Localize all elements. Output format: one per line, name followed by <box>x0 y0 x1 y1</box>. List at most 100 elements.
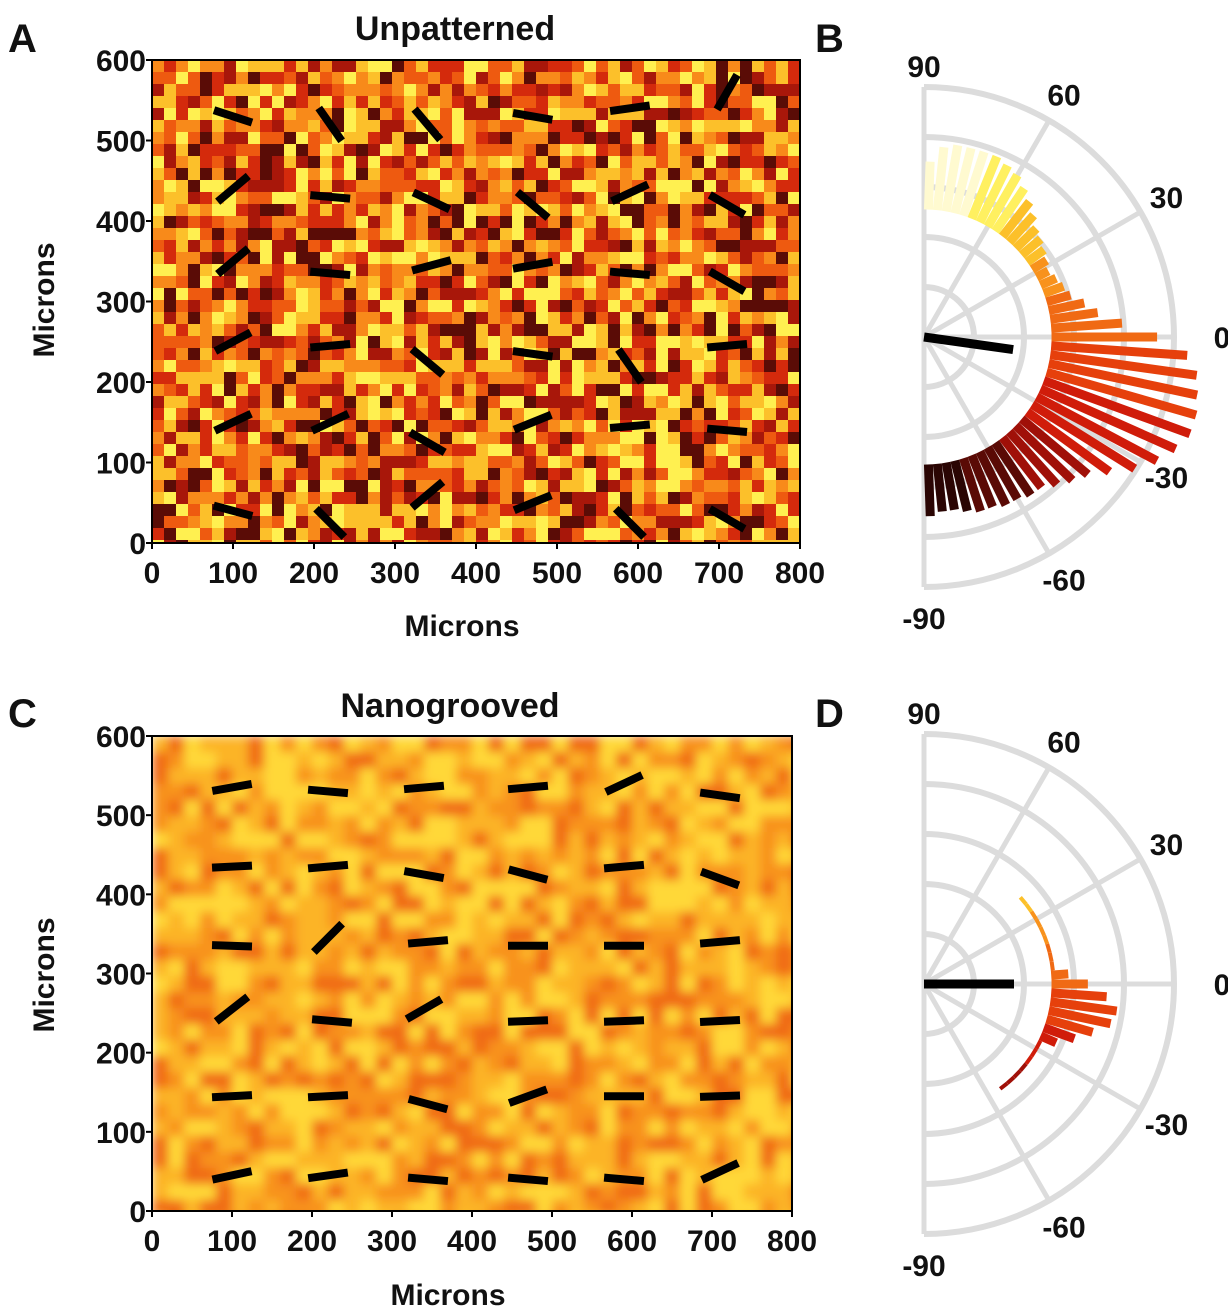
heatmap-cell <box>212 240 225 253</box>
heatmap-cell <box>428 276 441 289</box>
heatmap-cell <box>344 324 357 337</box>
heatmap-cell <box>696 1040 713 1057</box>
heatmap-cell <box>356 204 369 217</box>
heatmap-cell <box>404 360 417 373</box>
polar-angle-label: 0 <box>1214 322 1228 355</box>
heatmap-cell <box>296 528 309 541</box>
heatmap-cell <box>416 312 429 325</box>
heatmap-cell <box>692 372 705 385</box>
heatmap-cell <box>760 1136 777 1153</box>
heatmap-cell <box>792 816 809 833</box>
heatmap-cell <box>740 372 753 385</box>
orientation-segment <box>514 188 551 221</box>
heatmap-cell <box>456 752 473 769</box>
heatmap-cell <box>308 444 321 457</box>
heatmap-cell <box>440 540 453 543</box>
polar-histogram-bar <box>1034 1039 1043 1050</box>
heatmap-cell <box>648 1120 665 1137</box>
heatmap-cell <box>512 168 525 181</box>
heatmap-cell <box>452 312 465 325</box>
heatmap-cell <box>232 1024 249 1041</box>
heatmap-cell <box>584 816 601 833</box>
heatmap-cell <box>248 752 265 769</box>
heatmap-cell <box>368 384 381 397</box>
heatmap-cell <box>320 348 333 361</box>
heatmap-cell <box>728 132 741 145</box>
heatmap-cell <box>392 384 405 397</box>
heatmap-cell <box>644 144 657 157</box>
orientation-segment <box>713 72 741 112</box>
heatmap-cell <box>200 800 217 817</box>
heatmap-cell <box>760 1200 777 1211</box>
heatmap-cell <box>740 264 753 277</box>
heatmap-cell <box>152 276 165 289</box>
heatmap-cell <box>560 432 573 445</box>
heatmap-cell <box>792 928 809 945</box>
panel-c-xlabel: Microns <box>390 1279 505 1312</box>
heatmap-cell <box>512 252 525 265</box>
heatmap-cell <box>320 384 333 397</box>
heatmap-cell <box>392 492 405 505</box>
heatmap-cell <box>680 456 693 469</box>
heatmap-cell <box>416 408 429 421</box>
heatmap-cell <box>392 976 409 993</box>
heatmap-cell <box>232 928 249 945</box>
heatmap-cell <box>296 1056 313 1073</box>
heatmap-cell <box>616 1136 633 1153</box>
heatmap-cell <box>740 72 753 85</box>
heatmap-cell <box>308 408 321 421</box>
heatmap-cell <box>356 120 369 133</box>
heatmap-cell <box>344 944 361 961</box>
heatmap-cell <box>356 504 369 517</box>
heatmap-cell <box>164 396 177 409</box>
heatmap-cell <box>280 832 297 849</box>
heatmap-cell <box>440 456 453 469</box>
heatmap-cell <box>728 300 741 313</box>
heatmap-cell <box>232 832 249 849</box>
heatmap-cell <box>476 360 489 373</box>
heatmap-cell <box>280 800 297 817</box>
heatmap-cell <box>560 180 573 193</box>
heatmap-cell <box>216 1040 233 1057</box>
heatmap-cell <box>536 456 549 469</box>
heatmap-cell <box>224 408 237 421</box>
heatmap-cell <box>376 912 393 929</box>
heatmap-cell <box>284 324 297 337</box>
panel-a-axes: 0 100 200 300 400 500 600 700 800010020030040050… <box>96 45 825 590</box>
heatmap-cell <box>200 264 213 277</box>
heatmap-cell <box>200 456 213 469</box>
heatmap-cell <box>296 1200 313 1211</box>
heatmap-cell <box>512 120 525 133</box>
heatmap-cell <box>152 96 165 109</box>
heatmap-cell <box>788 324 800 337</box>
heatmap-cell <box>428 300 441 313</box>
heatmap-cell <box>344 1200 361 1211</box>
heatmap-cell <box>560 396 573 409</box>
heatmap-cell <box>200 528 213 541</box>
heatmap-cell <box>696 944 713 961</box>
heatmap-cell <box>464 312 477 325</box>
heatmap-cell <box>376 1168 393 1185</box>
heatmap-cell <box>232 1152 249 1169</box>
heatmap-cell <box>500 108 513 121</box>
heatmap-cell <box>248 976 265 993</box>
heatmap-cell <box>260 216 273 229</box>
heatmap-cell <box>332 204 345 217</box>
heatmap-cell <box>728 1024 745 1041</box>
heatmap-cell <box>488 528 501 541</box>
heatmap-cell <box>332 288 345 301</box>
heatmap-cell <box>760 1104 777 1121</box>
heatmap-cell <box>368 420 381 433</box>
heatmap-cell <box>536 384 549 397</box>
heatmap-cell <box>308 156 321 169</box>
heatmap-cell <box>668 252 681 265</box>
heatmap-cell <box>368 156 381 169</box>
heatmap-cell <box>536 288 549 301</box>
heatmap-cell <box>632 168 645 181</box>
heatmap-cell <box>776 468 789 481</box>
heatmap-cell <box>152 1152 169 1169</box>
heatmap-cell <box>296 240 309 253</box>
heatmap-cell <box>664 864 681 881</box>
heatmap-cell <box>668 312 681 325</box>
heatmap-cell <box>584 84 597 97</box>
